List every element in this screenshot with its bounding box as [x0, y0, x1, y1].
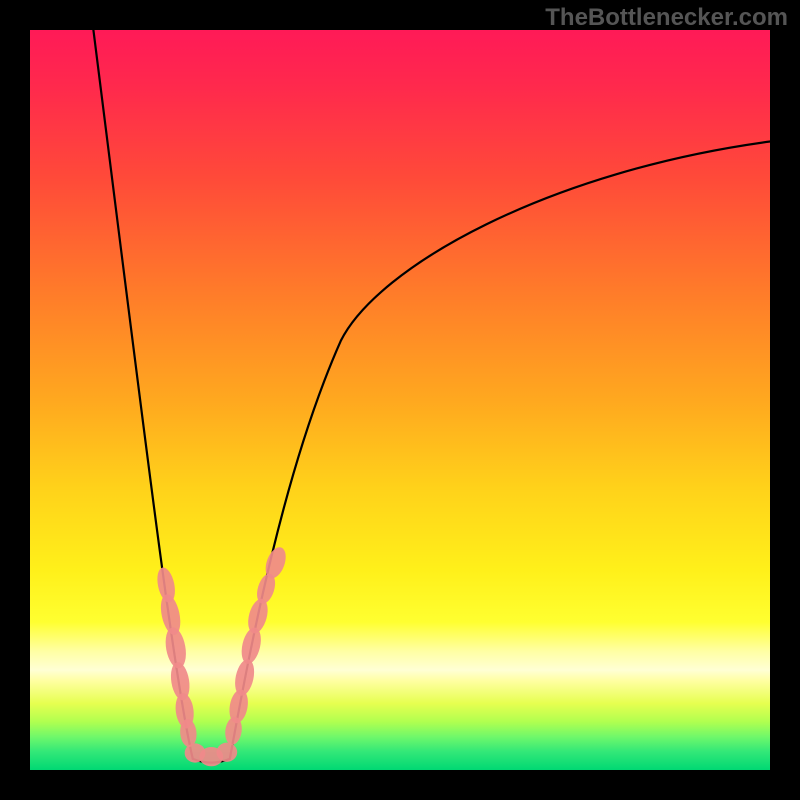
watermark-text: TheBottlenecker.com — [545, 4, 788, 32]
chart-stage: TheBottlenecker.com — [0, 0, 800, 800]
bead-marker — [216, 743, 237, 762]
bottleneck-curve-chart — [0, 0, 800, 800]
